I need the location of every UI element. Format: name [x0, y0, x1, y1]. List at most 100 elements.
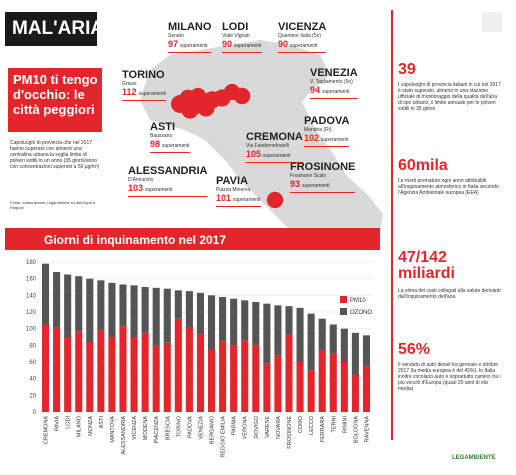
- city-bubble: [233, 87, 251, 105]
- x-tick-label: VARESE: [265, 416, 271, 438]
- bar-segment: [274, 305, 282, 356]
- city-unit: superamenti: [302, 183, 330, 189]
- bar-segment: [163, 288, 171, 343]
- city-unit: superamenti: [321, 137, 349, 143]
- x-tick-label: MONZA: [88, 416, 94, 436]
- x-tick-label: REGGIO EMILIA: [221, 416, 227, 458]
- bar-segment: [241, 340, 249, 412]
- city-name: PADOVA: [304, 115, 350, 127]
- x-tick-label: MILANO: [77, 415, 83, 437]
- chart-title: Giorni di inquinamento nel 2017: [44, 233, 227, 247]
- city-name: ASTI: [150, 121, 176, 133]
- city-name: VICENZA: [278, 21, 327, 33]
- city-name: VENEZIA: [310, 67, 358, 79]
- logo: MAL'ARIA: [12, 18, 105, 39]
- bar-segment: [318, 349, 326, 412]
- x-tick-label: BOLOGNA: [353, 416, 359, 444]
- x-tick-label: ROVIGO: [254, 415, 260, 438]
- city-label: LODI Viale Vignati 90 superamenti: [222, 22, 262, 53]
- y-tick-label: 60: [29, 360, 36, 366]
- bar-segment: [185, 327, 193, 412]
- x-tick-label: RAVENNA: [364, 416, 370, 443]
- bar-segment: [274, 355, 282, 412]
- bar-segment: [362, 366, 371, 412]
- city-value: 112 superamenti: [122, 87, 167, 101]
- bar-segment: [207, 295, 216, 350]
- city-name: TORINO: [122, 69, 165, 81]
- bar-segment: [252, 302, 260, 346]
- x-tick-label: VENEZIA: [198, 416, 204, 440]
- city-station: Senato: [168, 33, 184, 39]
- city-label: ALESSANDRIA D'Annunzio 103 superamenti: [128, 166, 208, 197]
- stat-text: La stima dei costi collegati alla salute…: [398, 288, 501, 300]
- y-tick-label: 120: [26, 310, 37, 316]
- stat-figure: 56%: [398, 341, 431, 358]
- bar-segment: [64, 337, 72, 412]
- bar-segment: [196, 292, 205, 334]
- bar-segment: [329, 353, 337, 412]
- x-tick-label: PARMA: [232, 416, 238, 435]
- city-value: 93 superamenti: [290, 179, 356, 193]
- city-bubble: [197, 99, 215, 117]
- city-label: PADOVA Mandria (Ri) 102 superamenti: [304, 115, 350, 147]
- city-station: Grassi: [122, 81, 137, 87]
- stat-text: Le morti premature ogni anno attribuibil…: [398, 178, 499, 196]
- city-unit: superamenti: [233, 197, 261, 203]
- bar-segment: [53, 272, 61, 328]
- bar-segment: [86, 342, 94, 412]
- bar-segment: [97, 280, 105, 331]
- bar-segment: [152, 345, 160, 412]
- city-unit: superamenti: [145, 187, 173, 193]
- y-tick-label: 160: [26, 277, 37, 283]
- bar-segment: [41, 324, 50, 412]
- city-bubble: [266, 191, 284, 209]
- city-label: FROSINONE Frosinone Scalo 93 superamenti: [290, 161, 356, 193]
- bar-segment: [329, 324, 337, 354]
- city-name: PAVIA: [216, 175, 248, 187]
- bar-segment: [285, 306, 293, 335]
- x-tick-label: NOVARA: [276, 416, 282, 439]
- city-label: VICENZA Quartiere Italia (5o) 90 superament…: [278, 21, 327, 53]
- bar-segment: [97, 330, 105, 412]
- stat-figure: 39: [398, 61, 416, 78]
- page-title: PM10 ti tengo d'occhio: le città peggior…: [13, 72, 98, 117]
- bar-segment: [119, 326, 127, 412]
- city-station: Via Fatebenefratelli: [246, 143, 289, 149]
- city-value: 103 superamenti: [128, 183, 208, 197]
- city-unit: superamenti: [180, 43, 208, 49]
- city-value: 102 superamenti: [304, 133, 350, 147]
- stat-text: I capoluoghi di provincia italiani in cu…: [398, 82, 501, 112]
- bar-segment: [152, 287, 160, 346]
- x-tick-label: MODENA: [143, 416, 149, 440]
- city-label: VENEZIA V. Tagliamento (5o) 94 superamenti: [310, 68, 358, 99]
- city-station: Viale Vignati: [222, 33, 250, 39]
- bar-segment: [108, 337, 116, 412]
- expand-button[interactable]: [482, 12, 502, 32]
- city-value: 90 superamenti: [278, 39, 327, 53]
- x-tick-label: PAVIA: [55, 416, 61, 432]
- stat-figure: 47/142 miliardi: [398, 249, 455, 282]
- city-station: Mandria (Ri): [304, 127, 332, 133]
- x-tick-label: COMO: [298, 415, 304, 433]
- city-bubble: [213, 89, 231, 107]
- bar-segment: [252, 345, 260, 412]
- city-value: 105 superamenti: [246, 149, 303, 163]
- city-label: PAVIA Piazza Minerva 101 superamenti: [216, 176, 261, 207]
- bar-segment: [362, 335, 371, 367]
- title-box: [8, 68, 102, 132]
- legend-label: PM10: [350, 298, 366, 304]
- city-unit: superamenti: [234, 43, 262, 49]
- y-tick-label: 80: [29, 343, 36, 349]
- city-station: Frosinone Scalo: [290, 173, 327, 179]
- city-station: D'Annunzio: [128, 177, 154, 183]
- bar-segment: [75, 331, 83, 412]
- city-name: FROSINONE: [290, 161, 356, 173]
- city-value: 98 superamenti: [150, 139, 190, 153]
- bar-segment: [230, 298, 238, 346]
- bar-segment: [285, 334, 293, 412]
- bar-segment: [174, 318, 182, 412]
- x-tick-label: BRESCIA: [165, 416, 171, 440]
- bar-segment: [263, 363, 271, 412]
- city-label: ASTI Baussano 98 superamenti: [150, 122, 190, 153]
- city-unit: superamenti: [322, 89, 350, 95]
